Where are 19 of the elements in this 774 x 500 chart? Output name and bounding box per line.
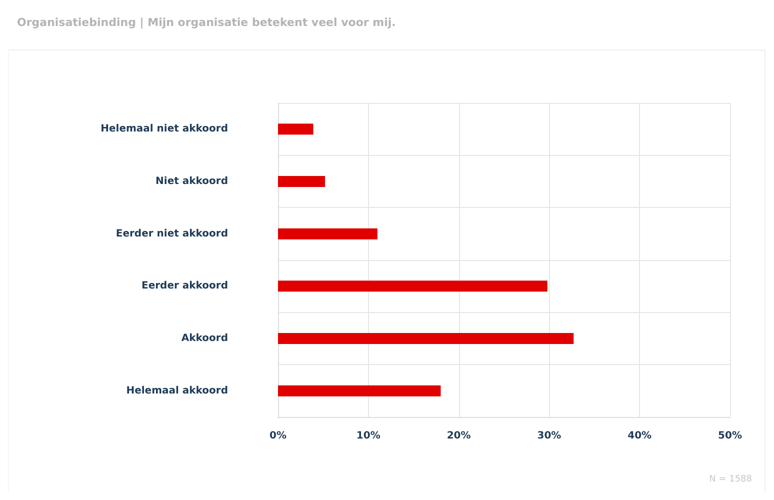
chart-title: Organisatiebinding | Mijn organisatie betekent veel voor mij.	[17, 16, 396, 29]
x-tick-label: 50%	[718, 430, 742, 442]
bar	[278, 228, 378, 240]
y-tick-label: Akkoord	[181, 333, 228, 344]
bar	[278, 280, 548, 292]
x-tick-label: 10%	[356, 430, 380, 442]
x-tick-label: 20%	[446, 430, 471, 442]
bar	[278, 333, 574, 344]
bar	[278, 176, 326, 187]
y-tick-label: Niet akkoord	[156, 176, 228, 187]
bar	[278, 124, 314, 135]
y-tick-label: Helemaal niet akkoord	[100, 124, 228, 135]
x-tick-label: 40%	[628, 430, 652, 442]
y-tick-label: Eerder akkoord	[141, 280, 228, 292]
x-tick-label: 0%	[270, 430, 286, 442]
bar	[278, 385, 441, 396]
y-tick-label: Helemaal akkoord	[126, 385, 228, 396]
x-tick-label: 30%	[537, 430, 562, 442]
y-tick-label: Eerder niet akkoord	[116, 228, 228, 240]
